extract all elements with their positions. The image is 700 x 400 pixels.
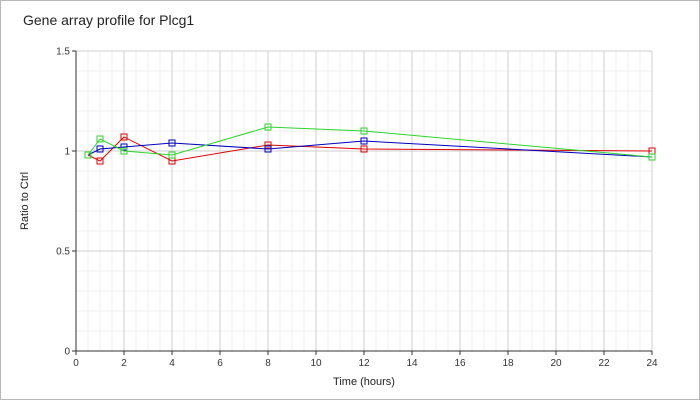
data-point	[360, 145, 368, 153]
data-point	[264, 141, 272, 149]
x-tick-label: 16	[454, 358, 466, 369]
x-tick-label: 8	[265, 358, 271, 369]
series-line	[87, 140, 653, 158]
y-tick-label: 1.5	[56, 47, 70, 58]
y-axis-title: Ratio to Ctrl	[19, 172, 31, 230]
data-point	[648, 153, 656, 161]
data-point	[264, 123, 272, 131]
y-tick-label: 1	[64, 147, 70, 158]
major-grid	[75, 50, 653, 352]
x-axis-title: Time (hours)	[333, 376, 395, 388]
x-tick-label: 22	[598, 358, 610, 369]
data-point	[168, 139, 176, 147]
data-point	[264, 145, 272, 153]
x-tick-label: 2	[121, 358, 127, 369]
series-1	[84, 133, 656, 165]
x-tick-label: 10	[310, 358, 322, 369]
x-tick-label: 20	[550, 358, 562, 369]
series-line	[87, 136, 653, 162]
data-point	[120, 143, 128, 151]
data-point	[96, 135, 104, 143]
data-point	[168, 151, 176, 159]
data-point	[120, 133, 128, 141]
y-tick-label: 0	[64, 347, 70, 358]
data-point	[360, 137, 368, 145]
data-point	[96, 145, 104, 153]
data-point	[120, 147, 128, 155]
data-point	[360, 127, 368, 135]
series-3	[84, 123, 656, 161]
x-tick-label: 0	[73, 358, 79, 369]
data-point	[96, 157, 104, 165]
x-tick-label: 18	[502, 358, 514, 369]
y-tick-label: 0.5	[56, 247, 70, 258]
x-tick-label: 4	[169, 358, 175, 369]
series-line	[87, 126, 653, 158]
x-tick-label: 12	[358, 358, 370, 369]
x-tick-label: 14	[406, 358, 418, 369]
data-point	[84, 151, 92, 159]
x-tick-label: 24	[646, 358, 658, 369]
x-tick-label: 6	[217, 358, 223, 369]
chart-title: Gene array profile for Plcg1	[23, 12, 195, 28]
